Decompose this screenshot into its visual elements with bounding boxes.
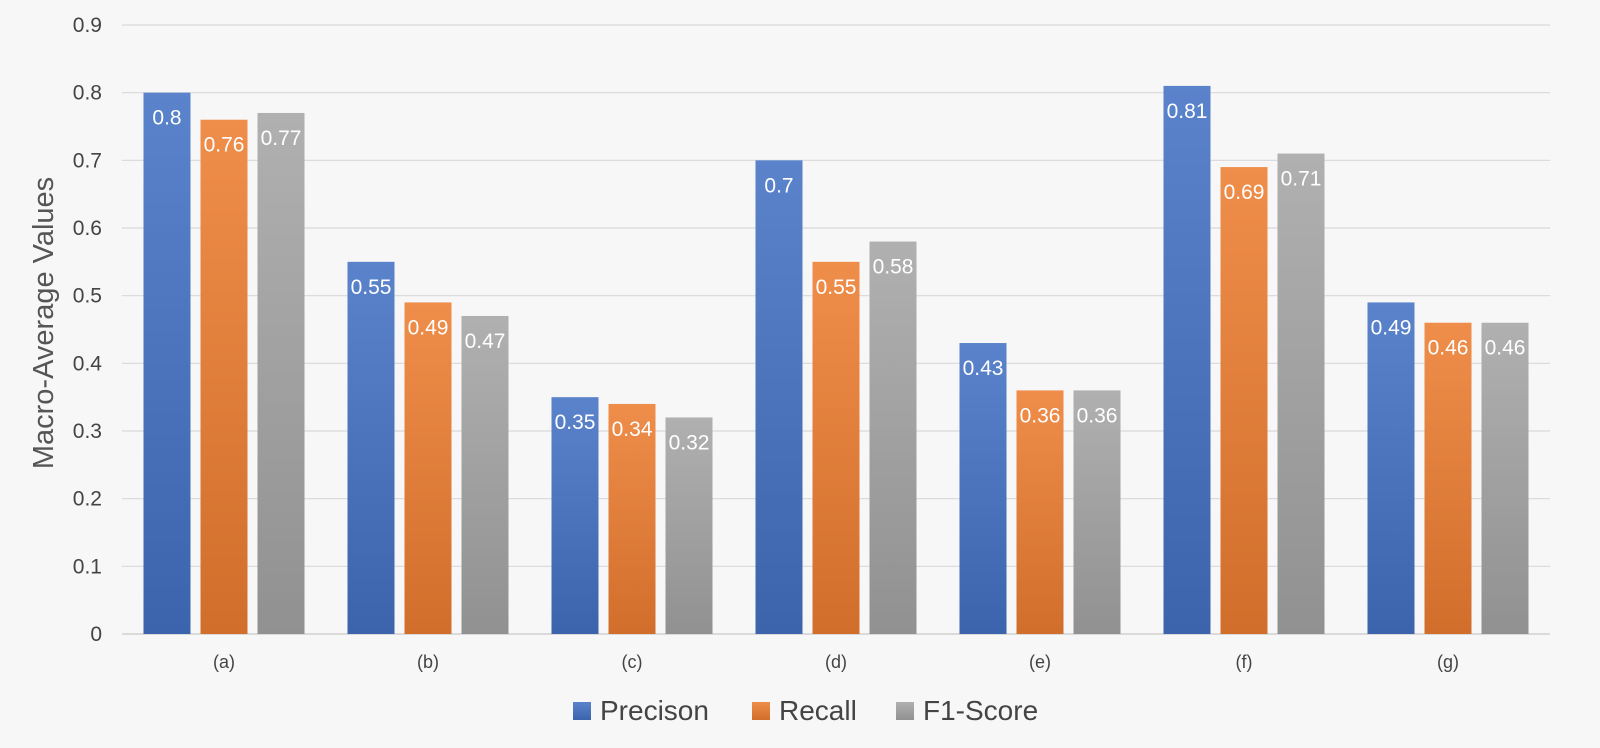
legend-label: Recall bbox=[779, 695, 857, 726]
data-label: 0.49 bbox=[408, 316, 449, 339]
bar bbox=[200, 119, 248, 634]
x-tick-label: (d) bbox=[825, 652, 847, 672]
bar bbox=[461, 315, 509, 634]
bar bbox=[1220, 167, 1268, 634]
data-label: 0.55 bbox=[816, 276, 857, 299]
y-tick-label: 0.2 bbox=[73, 488, 102, 511]
data-label: 0.7 bbox=[764, 174, 793, 197]
data-label: 0.55 bbox=[351, 276, 392, 299]
bar bbox=[812, 261, 860, 634]
legend-swatch bbox=[573, 702, 591, 720]
data-label: 0.32 bbox=[669, 431, 710, 454]
bar bbox=[1277, 153, 1325, 635]
data-label: 0.46 bbox=[1428, 337, 1469, 360]
data-label: 0.47 bbox=[465, 330, 506, 353]
legend-label: Precison bbox=[600, 695, 709, 726]
bar bbox=[347, 261, 395, 634]
bar bbox=[1481, 322, 1529, 634]
x-tick-label: (c) bbox=[622, 652, 643, 672]
bar bbox=[1367, 302, 1415, 634]
y-tick-label: 0.4 bbox=[73, 352, 103, 375]
y-axis-ticks: 0 0.1 0.2 0.3 0.4 0.5 0.6 0.7 0.8 0.9 bbox=[73, 14, 103, 646]
y-axis-label: Macro-Average Values bbox=[28, 177, 60, 469]
y-tick-label: 0 bbox=[90, 623, 102, 646]
x-tick-label: (g) bbox=[1437, 652, 1459, 672]
legend-label: F1-Score bbox=[923, 695, 1038, 726]
y-tick-label: 0.7 bbox=[73, 149, 102, 172]
bar bbox=[404, 302, 452, 634]
y-tick-label: 0.5 bbox=[73, 285, 102, 308]
y-tick-label: 0.8 bbox=[73, 82, 102, 105]
bar bbox=[755, 160, 803, 635]
data-label: 0.76 bbox=[204, 134, 245, 157]
data-label: 0.58 bbox=[873, 256, 914, 279]
legend-swatch bbox=[752, 702, 770, 720]
bar bbox=[665, 417, 713, 634]
bars bbox=[143, 85, 1529, 635]
y-tick-label: 0.3 bbox=[73, 420, 102, 443]
data-label: 0.34 bbox=[612, 418, 653, 441]
data-label: 0.36 bbox=[1077, 404, 1118, 427]
data-label: 0.77 bbox=[261, 127, 302, 150]
data-label: 0.35 bbox=[555, 411, 596, 434]
data-label: 0.46 bbox=[1485, 337, 1526, 360]
legend: Precison Recall F1-Score bbox=[573, 695, 1038, 726]
data-label: 0.36 bbox=[1020, 404, 1061, 427]
bar bbox=[1163, 85, 1211, 634]
bar bbox=[143, 92, 191, 634]
data-label: 0.43 bbox=[963, 357, 1004, 380]
bar bbox=[1016, 390, 1064, 634]
y-tick-label: 0.6 bbox=[73, 217, 102, 240]
x-axis-ticks: (a) (b) (c) (d) (e) (f) (g) bbox=[213, 652, 1459, 672]
bar bbox=[959, 343, 1007, 634]
y-tick-label: 0.1 bbox=[73, 555, 102, 578]
bar bbox=[551, 397, 599, 634]
y-tick-label: 0.9 bbox=[73, 14, 102, 37]
bar bbox=[257, 112, 305, 634]
bar bbox=[1424, 322, 1472, 634]
data-label: 0.69 bbox=[1224, 181, 1265, 204]
x-tick-label: (b) bbox=[417, 652, 439, 672]
data-label: 0.8 bbox=[152, 107, 181, 130]
data-label: 0.71 bbox=[1281, 168, 1322, 191]
bar bbox=[869, 241, 917, 635]
data-label: 0.81 bbox=[1167, 100, 1208, 123]
bar bbox=[1073, 390, 1121, 634]
legend-swatch bbox=[896, 702, 914, 720]
data-label: 0.49 bbox=[1371, 316, 1412, 339]
x-tick-label: (a) bbox=[213, 652, 235, 672]
x-tick-label: (e) bbox=[1029, 652, 1051, 672]
data-labels: 0.8 0.76 0.77 0.55 0.49 0.47 0.35 0.34 0.32 0.7 0.… bbox=[152, 100, 1525, 455]
bar bbox=[608, 403, 656, 634]
x-tick-label: (f) bbox=[1236, 652, 1253, 672]
